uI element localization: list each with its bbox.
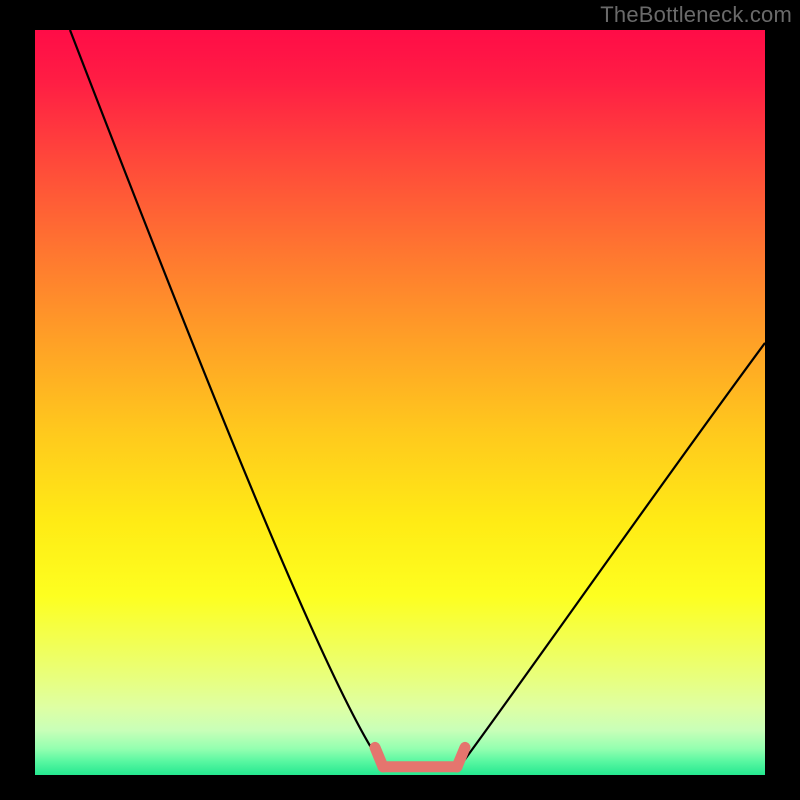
- plot-svg: [35, 30, 765, 775]
- valley-left-dot: [375, 747, 383, 766]
- valley-right-dot: [457, 747, 465, 766]
- plot-area: [35, 30, 765, 775]
- watermark-text: TheBottleneck.com: [600, 2, 792, 28]
- gradient-background: [35, 30, 765, 775]
